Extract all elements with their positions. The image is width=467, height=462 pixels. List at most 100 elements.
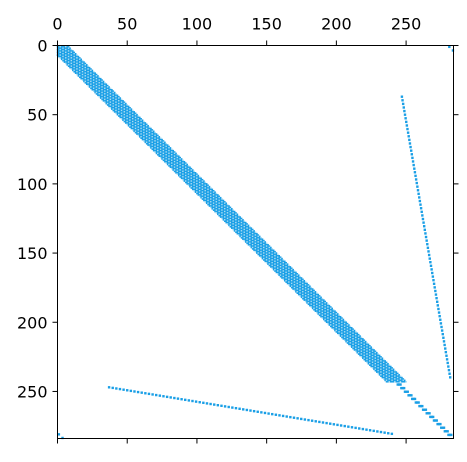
main-diagonal-band-marker	[288, 282, 290, 285]
main-diagonal-band-marker	[388, 376, 391, 379]
main-diagonal-band-marker	[76, 70, 78, 73]
main-diagonal-band-marker	[343, 336, 346, 339]
main-diagonal-band-marker	[382, 367, 385, 369]
main-diagonal-band-marker	[254, 250, 257, 253]
main-diagonal-band-marker	[94, 77, 96, 80]
main-diagonal-band-marker	[302, 282, 304, 285]
main-diagonal-band-marker	[208, 205, 211, 207]
main-diagonal-band-marker	[129, 123, 131, 126]
main-diagonal-band-marker	[309, 292, 311, 294]
main-diagonal-band-marker	[189, 180, 191, 182]
main-diagonal-band-marker	[275, 267, 278, 270]
main-diagonal-band-marker	[330, 320, 332, 322]
main-diagonal-band-marker	[249, 237, 251, 239]
main-diagonal-band-marker	[278, 260, 280, 263]
main-diagonal-band-marker	[275, 253, 278, 256]
main-diagonal-band-marker	[90, 80, 92, 83]
main-diagonal-band-marker	[210, 187, 212, 189]
main-diagonal-band-marker	[111, 91, 113, 94]
main-diagonal-band-marker	[346, 331, 349, 333]
main-diagonal-band-marker	[277, 268, 279, 271]
main-diagonal-band-marker	[250, 242, 253, 245]
main-diagonal-band-marker	[141, 124, 144, 127]
main-diagonal-band-marker	[389, 374, 392, 376]
main-diagonal-band-marker	[256, 243, 258, 246]
main-diagonal-band-marker	[389, 371, 392, 373]
main-diagonal-band-marker	[249, 227, 251, 229]
main-diagonal-band-marker	[90, 84, 92, 87]
main-diagonal-band-marker	[159, 138, 162, 141]
main-diagonal-band-marker	[210, 201, 212, 203]
main-diagonal-band-marker	[175, 159, 177, 162]
main-diagonal-band-marker	[92, 87, 95, 90]
main-diagonal-band-marker	[251, 238, 254, 241]
main-diagonal-band-marker	[380, 371, 382, 373]
main-diagonal-band-marker	[187, 183, 190, 185]
main-diagonal-band-marker	[59, 54, 62, 56]
main-diagonal-band-marker	[84, 64, 87, 66]
main-diagonal-band-marker	[184, 169, 187, 171]
main-diagonal-band-marker	[371, 361, 374, 364]
main-diagonal-band-marker	[92, 70, 95, 73]
main-diagonal-band-marker	[148, 141, 151, 144]
main-diagonal-band-marker	[366, 356, 368, 358]
main-diagonal-band-marker	[105, 98, 108, 101]
upper-right-line-marker	[439, 322, 443, 325]
main-diagonal-band-marker	[251, 228, 254, 231]
main-diagonal-band-marker	[95, 73, 98, 76]
main-diagonal-tail-marker	[432, 419, 436, 422]
main-diagonal-band-marker	[145, 136, 148, 138]
main-diagonal-tail-marker	[399, 383, 402, 386]
main-diagonal-band-marker	[109, 93, 112, 95]
main-diagonal-band-marker	[143, 131, 145, 134]
main-diagonal-band-marker	[175, 160, 177, 163]
main-diagonal-band-marker	[196, 185, 198, 188]
main-diagonal-band-marker	[85, 77, 88, 80]
main-diagonal-band-marker	[224, 210, 226, 213]
main-diagonal-band-marker	[127, 109, 130, 112]
main-diagonal-band-marker	[311, 303, 314, 306]
main-diagonal-band-marker	[243, 230, 246, 232]
main-diagonal-band-marker	[91, 70, 94, 73]
main-diagonal-band-marker	[184, 176, 187, 178]
main-diagonal-band-marker	[388, 380, 391, 383]
main-diagonal-band-marker	[212, 205, 215, 207]
main-diagonal-band-marker	[171, 166, 173, 169]
main-diagonal-band-marker	[309, 299, 311, 301]
main-diagonal-band-marker	[286, 281, 289, 283]
main-diagonal-band-marker	[58, 53, 60, 55]
main-diagonal-band-marker	[183, 177, 186, 180]
main-diagonal-band-marker	[90, 77, 92, 80]
main-diagonal-band-marker	[193, 180, 195, 182]
upper-right-line-marker	[403, 113, 407, 116]
main-diagonal-band-marker	[274, 270, 276, 272]
main-diagonal-band-marker	[183, 163, 186, 166]
main-diagonal-band-marker	[363, 351, 366, 354]
main-diagonal-band-marker	[261, 242, 264, 245]
main-diagonal-band-marker	[339, 333, 342, 336]
main-diagonal-band-marker	[402, 380, 405, 383]
main-diagonal-band-marker	[126, 119, 129, 122]
main-diagonal-band-marker	[270, 250, 272, 253]
main-diagonal-band-marker	[367, 349, 370, 351]
main-diagonal-band-marker	[77, 62, 80, 65]
main-diagonal-band-marker	[85, 76, 88, 79]
main-diagonal-band-marker	[215, 192, 218, 195]
main-diagonal-band-marker	[251, 246, 254, 249]
main-diagonal-band-marker	[267, 259, 269, 261]
main-diagonal-band-marker	[268, 261, 271, 264]
main-diagonal-band-marker	[290, 270, 293, 272]
main-diagonal-band-marker	[353, 346, 356, 348]
main-diagonal-band-marker	[311, 291, 314, 293]
main-diagonal-band-marker	[79, 73, 81, 76]
lower-left-line-marker	[173, 396, 176, 400]
main-diagonal-band-marker	[97, 75, 99, 77]
main-diagonal-band-marker	[260, 255, 262, 257]
main-diagonal-band-marker	[380, 368, 382, 371]
main-diagonal-band-marker	[267, 256, 269, 259]
main-diagonal-band-marker	[150, 133, 152, 135]
main-diagonal-band-marker	[228, 207, 230, 210]
main-diagonal-band-marker	[321, 300, 324, 303]
main-diagonal-band-marker	[232, 223, 234, 225]
main-diagonal-band-marker	[222, 219, 225, 221]
